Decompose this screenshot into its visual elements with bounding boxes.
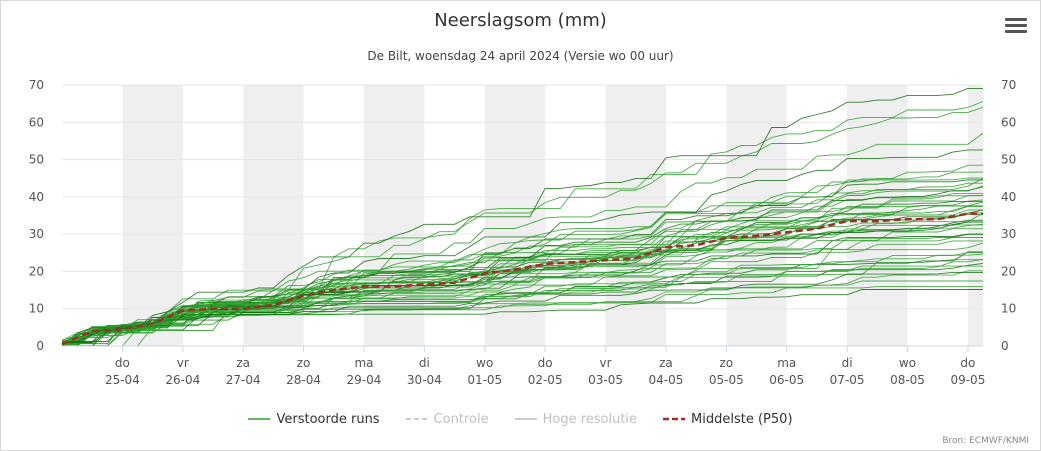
y-tick-label-left: 60 — [29, 115, 44, 129]
legend-item-high-resolution[interactable]: Hoge resolutie — [514, 410, 638, 428]
legend-item-median[interactable]: Middelste (P50) — [663, 410, 793, 428]
x-tick-date-label: 30-04 — [407, 373, 442, 387]
ensemble-run-line — [62, 265, 983, 347]
y-tick-label-left: 30 — [29, 227, 44, 241]
day-band — [122, 85, 183, 346]
chart-subtitle: De Bilt, woensdag 24 april 2024 (Versie … — [367, 49, 674, 63]
ensemble-run-line — [61, 242, 984, 347]
legend-symbol — [663, 417, 686, 421]
ensemble-run-line — [62, 182, 983, 347]
y-axis-right: 0 10 20 30 40 50 60 70 — [1001, 78, 1016, 353]
day-band — [726, 85, 787, 346]
ensemble-run-line — [61, 87, 983, 343]
x-tick-day-label: za — [236, 356, 250, 370]
x-tick-day-label: di — [842, 356, 853, 370]
legend-item-perturbed-runs[interactable]: Verstoorde runs — [248, 410, 380, 428]
x-tick-day-label: wo — [899, 356, 916, 370]
y-tick-label-right: 30 — [1001, 227, 1016, 241]
x-tick-day-label: di — [419, 356, 430, 370]
y-tick-label-left: 20 — [29, 264, 44, 278]
y-tick-label-right: 50 — [1001, 153, 1016, 167]
x-tick-day-label: do — [538, 356, 553, 370]
x-tick-date-label: 26-04 — [165, 373, 200, 387]
legend-symbol — [405, 418, 428, 420]
y-tick-label-right: 10 — [1001, 302, 1016, 316]
x-tick-date-label: 08-05 — [890, 373, 925, 387]
x-axis: do 25-04 vr 26-04 za 27-04 zo 28-04 ma 29-04 di 30-… — [62, 345, 985, 387]
y-tick-label-left: 10 — [29, 302, 44, 316]
y-tick-label-left: 40 — [29, 190, 44, 204]
y-tick-label-left: 70 — [29, 78, 44, 92]
ensemble-run-line — [62, 106, 984, 347]
y-axis-left: 0 10 20 30 40 50 60 70 — [29, 78, 44, 353]
x-tick-date-label: 05-05 — [709, 373, 744, 387]
y-tick-label-left: 0 — [36, 339, 44, 353]
median-series — [61, 212, 983, 346]
x-tick-day-label: ma — [777, 356, 796, 370]
menu-bar — [1005, 30, 1027, 33]
ensemble-run-line — [61, 259, 983, 345]
x-tick-day-label: vr — [177, 356, 189, 370]
ensemble-run-line — [61, 253, 984, 347]
x-tick-day-label: do — [960, 356, 975, 370]
y-tick-label-right: 20 — [1001, 264, 1016, 278]
chart-title: Neerslagsom (mm) — [434, 10, 607, 31]
menu-bar — [1005, 24, 1027, 27]
legend-item-control[interactable]: Controle — [405, 410, 489, 428]
ensemble-runs — [61, 87, 984, 347]
legend-label: Middelste (P50) — [691, 411, 793, 427]
legend-label: Verstoorde runs — [276, 411, 380, 427]
ensemble-run-line — [62, 221, 983, 343]
x-tick-day-label: zo — [720, 356, 734, 370]
ensemble-run-line — [62, 178, 984, 347]
x-tick-day-label: za — [659, 356, 673, 370]
y-tick-label-left: 50 — [29, 153, 44, 167]
x-tick-date-label: 04-05 — [648, 373, 683, 387]
ensemble-run-line — [61, 209, 983, 343]
hamburger-menu-icon[interactable] — [1005, 18, 1027, 38]
y-tick-label-right: 0 — [1001, 339, 1009, 353]
ensemble-run-line — [61, 201, 984, 347]
x-tick-day-label: do — [115, 356, 130, 370]
ensemble-run-line — [62, 271, 983, 344]
median-p50-line — [61, 212, 983, 346]
x-tick-date-label: 09-05 — [950, 373, 985, 387]
ensemble-run-line — [61, 270, 983, 347]
day-band — [484, 85, 546, 346]
x-tick-date-label: 03-05 — [588, 373, 623, 387]
x-tick-date-label: 29-04 — [347, 373, 382, 387]
x-tick-date-label: 27-04 — [226, 373, 261, 387]
ensemble-run-line — [61, 252, 983, 347]
x-tick-day-label: wo — [476, 356, 493, 370]
legend-label: Hoge resolutie — [542, 411, 638, 427]
legend-symbol — [514, 418, 537, 420]
x-tick-day-label: zo — [297, 356, 311, 370]
day-band — [363, 85, 425, 346]
x-tick-date-label: 02-05 — [528, 373, 563, 387]
x-tick-day-label: vr — [600, 356, 612, 370]
y-tick-label-right: 70 — [1001, 78, 1016, 92]
x-tick-date-label: 01-05 — [467, 373, 502, 387]
x-tick-date-label: 06-05 — [769, 373, 804, 387]
legend-label: Controle — [433, 411, 489, 427]
x-tick-date-label: 07-05 — [830, 373, 865, 387]
legend-symbol — [248, 418, 271, 420]
source-credit: Bron: ECMWF/KNMI — [942, 436, 1029, 446]
ensemble-run-line — [61, 101, 984, 347]
ensemble-run-line — [61, 149, 983, 345]
menu-bar — [1005, 18, 1027, 21]
x-tick-date-label: 28-04 — [286, 373, 321, 387]
legend: Verstoorde runs Controle Hoge resolutie … — [0, 410, 1041, 428]
ensemble-run-line — [61, 171, 984, 347]
y-tick-label-right: 40 — [1001, 190, 1016, 204]
x-tick-day-label: ma — [354, 356, 373, 370]
ensemble-run-line — [62, 205, 983, 347]
y-tick-label-right: 60 — [1001, 115, 1016, 129]
x-tick-date-label: 25-04 — [105, 373, 140, 387]
day-band — [967, 85, 983, 346]
